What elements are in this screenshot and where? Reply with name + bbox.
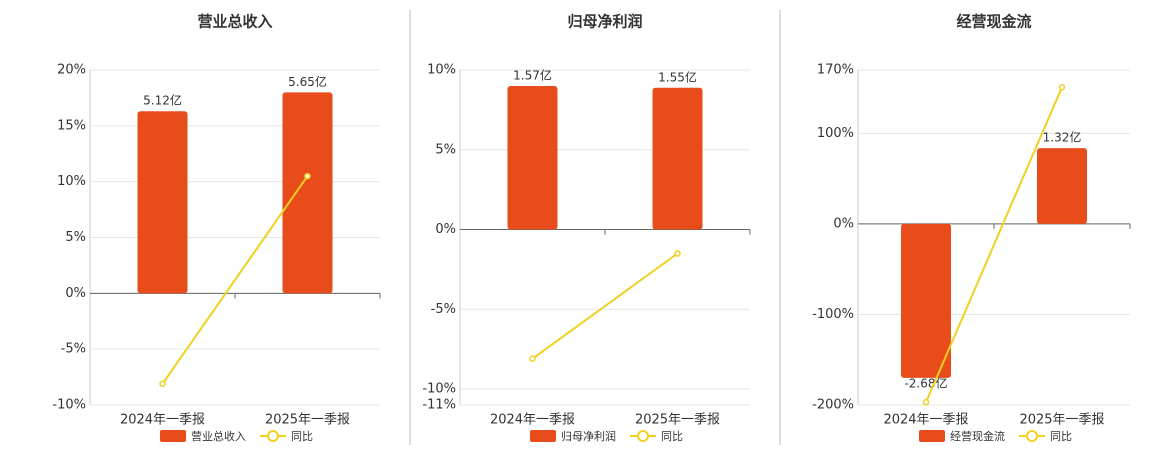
bar-label: 5.12亿 <box>143 93 182 108</box>
bar-label: 1.57亿 <box>513 67 552 82</box>
y-tick-label: 15% <box>57 118 86 133</box>
y-tick-label: 10% <box>427 63 456 78</box>
legend-swatch <box>160 430 186 442</box>
y-tick-label: 5% <box>435 142 456 157</box>
y-tick-label: -5% <box>431 302 456 317</box>
point <box>159 380 166 388</box>
legend-swatch <box>267 430 279 442</box>
legend-swatch <box>530 430 556 442</box>
y-tick-label: -200% <box>812 398 854 413</box>
y-tick-label: -11% <box>422 398 456 413</box>
line <box>531 252 679 360</box>
point <box>529 355 536 362</box>
y-tick-label: -10% <box>52 398 86 413</box>
bar-label: 1.32亿 <box>1043 130 1082 145</box>
chart-title: 归母净利润 <box>567 13 642 31</box>
x-tick-label: 2025年一季报 <box>265 413 350 428</box>
chart-title: 营业总收入 <box>197 13 272 31</box>
bar <box>507 85 558 230</box>
legend-label: 同比 <box>661 430 683 443</box>
x-tick-label: 2024年一季报 <box>120 413 205 428</box>
x-tick-label: 2025年一季报 <box>1019 413 1104 428</box>
y-tick-label: -10% <box>422 382 456 397</box>
y-tick-label: 0% <box>833 216 854 231</box>
bar <box>137 111 188 294</box>
x-tick-label: 2024年一季报 <box>490 413 575 428</box>
legend-label: 经营现金流 <box>950 429 1005 443</box>
legend-label: 同比 <box>1050 430 1072 443</box>
legend-swatch <box>1026 430 1038 442</box>
x-tick-label: 2024年一季报 <box>883 413 968 428</box>
y-tick-label: 170% <box>817 63 854 78</box>
legend-label: 归母净利润 <box>561 429 616 443</box>
y-tick-label: -5% <box>61 342 86 357</box>
bar <box>901 223 951 378</box>
y-tick-label: 20% <box>57 63 86 78</box>
y-tick-label: 10% <box>57 174 86 189</box>
line <box>925 86 1063 403</box>
y-tick-label: 0% <box>65 286 86 301</box>
legend-label: 营业总收入 <box>191 429 246 443</box>
bar <box>282 92 333 294</box>
point <box>304 172 311 180</box>
bar-label: 5.65亿 <box>288 74 327 89</box>
x-tick-label: 2025年一季报 <box>635 413 720 428</box>
y-tick-label: -100% <box>812 307 854 322</box>
legend-swatch <box>637 430 649 442</box>
point <box>674 250 681 257</box>
legend-label: 同比 <box>291 430 313 443</box>
point <box>1058 83 1066 91</box>
bar-label: -2.68亿 <box>904 375 947 390</box>
point <box>922 399 930 406</box>
bar <box>1037 148 1087 224</box>
bar-label: 1.55亿 <box>658 69 697 84</box>
bar <box>652 87 703 230</box>
legend-swatch <box>919 430 945 442</box>
y-tick-label: 0% <box>435 222 456 237</box>
y-tick-label: 100% <box>817 126 854 141</box>
y-tick-label: 5% <box>65 230 86 245</box>
line <box>161 175 309 385</box>
chart-title: 经营现金流 <box>956 13 1031 31</box>
